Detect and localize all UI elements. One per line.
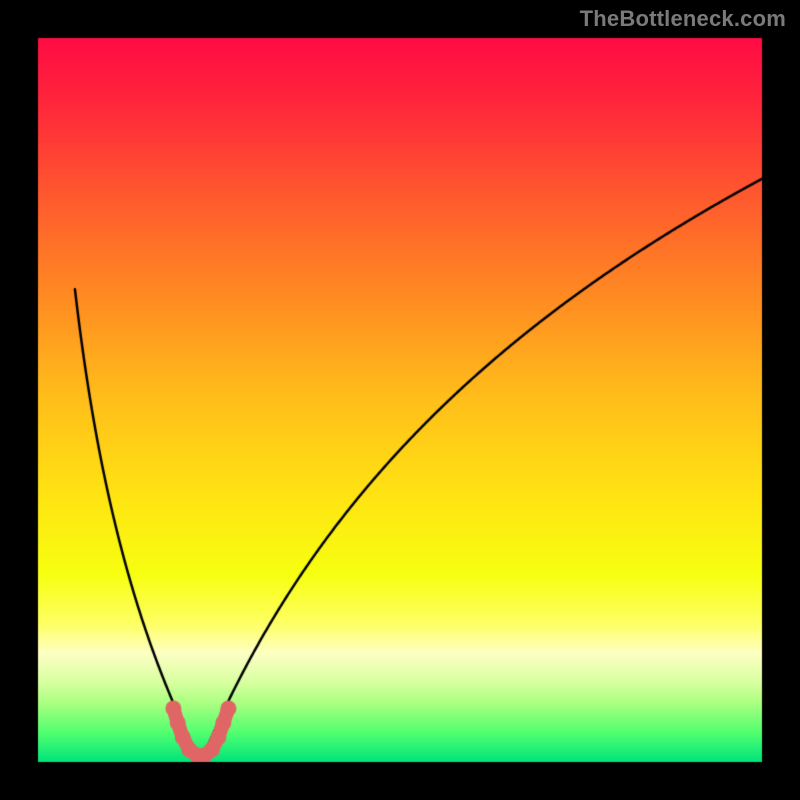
bottleneck-chart [0,0,800,800]
watermark-text: TheBottleneck.com [580,6,786,32]
